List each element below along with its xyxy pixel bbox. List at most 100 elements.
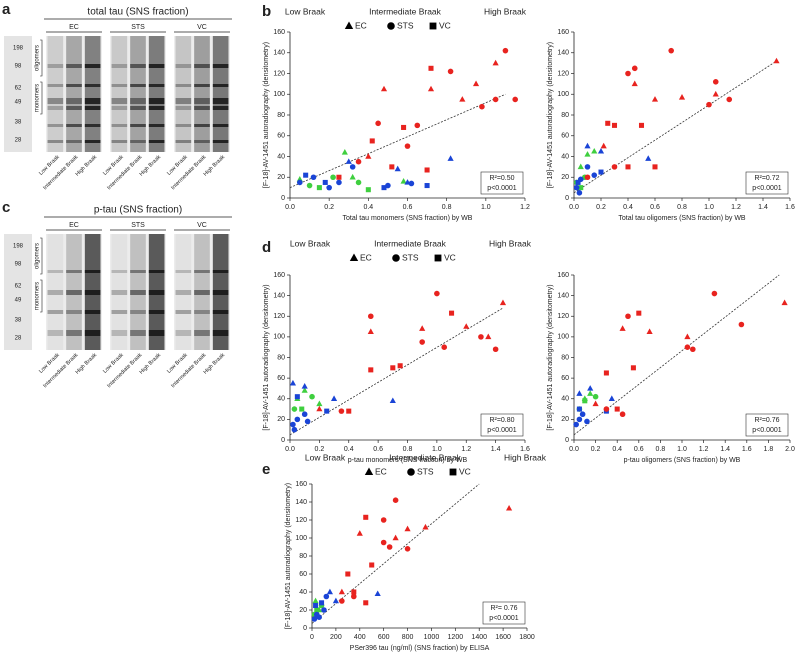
y-tick-label: 0 (281, 195, 285, 202)
annotation: R²=0.80 (489, 417, 514, 424)
marker-square (428, 65, 434, 71)
marker-triangle (404, 525, 411, 532)
band (130, 330, 146, 336)
marker-circle (306, 182, 313, 189)
y-tick-label: 60 (299, 571, 307, 578)
band (130, 290, 146, 295)
bracket (40, 237, 43, 313)
x-axis-title: Total tau monomers (SNS fraction) by WB (343, 215, 473, 222)
marker-circle (419, 339, 425, 345)
band (84, 290, 101, 295)
blot-title: p-tau (SNS fraction) (94, 205, 182, 216)
group-label: STS (131, 222, 145, 229)
lane (66, 36, 82, 152)
annotation: R²= 0.76 (490, 605, 517, 612)
band (148, 64, 165, 68)
band (84, 310, 101, 314)
marker-square (424, 167, 430, 173)
group-label: EC (69, 222, 79, 229)
mw-label: 38 (15, 120, 22, 126)
x-tick-label: 0.0 (569, 446, 579, 453)
marker-triangle (459, 96, 466, 102)
band (175, 140, 192, 143)
x-tick-label: 1800 (519, 634, 535, 641)
x-tick-label: 1.6 (785, 204, 795, 211)
band (130, 84, 146, 87)
marker-triangle (419, 325, 426, 331)
marker-square (294, 394, 300, 400)
y-tick-label: 100 (557, 91, 569, 98)
y-tick-label: 40 (561, 153, 569, 160)
x-tick-label: 1.2 (461, 446, 471, 453)
y-tick-label: 140 (557, 292, 569, 299)
marker-triangle (646, 328, 653, 334)
blot-title: total tau (SNS fraction) (87, 7, 188, 18)
legend-marker: VC (459, 466, 471, 476)
marker-circle (336, 179, 342, 186)
legend-group: Intermediate Braak (374, 238, 447, 248)
x-tick-label: 1.6 (742, 446, 752, 453)
legend-marker: EC (355, 20, 367, 30)
y-tick-label: 20 (561, 416, 569, 423)
band (47, 64, 64, 68)
marker-circle (294, 416, 301, 423)
x-tick-label: 1.0 (704, 204, 714, 211)
marker-triangle (400, 178, 407, 184)
marker-circle (576, 190, 583, 196)
legend-group: Intermediate Braak (369, 6, 442, 16)
band (130, 310, 146, 314)
x-tick-label: 0.0 (569, 204, 579, 211)
marker-circle (355, 179, 362, 186)
band (194, 140, 210, 143)
legend-marker: STS (397, 20, 414, 30)
marker-circle (330, 174, 336, 181)
band (212, 124, 229, 127)
marker-triangle (619, 325, 626, 331)
band (194, 124, 210, 127)
y-tick-label: 0 (303, 625, 307, 632)
marker-circle (573, 184, 580, 191)
legend-marker: EC (360, 252, 372, 262)
x-tick-label: 0.8 (677, 204, 687, 211)
x-tick-label: 1400 (471, 634, 487, 641)
mw-label: 62 (15, 284, 22, 290)
marker-triangle (472, 80, 480, 87)
marker-square (316, 185, 322, 191)
band (111, 106, 128, 110)
annotation: p<0.0001 (487, 185, 516, 192)
marker-circle (668, 47, 674, 54)
band (212, 290, 229, 295)
marker-triangle (316, 400, 323, 407)
x-tick-label: 0.2 (596, 204, 606, 211)
marker-circle (447, 68, 454, 75)
mw-label: 28 (15, 138, 22, 144)
marker-circle (712, 79, 719, 85)
marker-triangle (422, 523, 429, 530)
marker-circle (434, 290, 440, 297)
marker-circle (576, 416, 583, 423)
marker-circle (584, 174, 591, 181)
marker-circle (375, 120, 381, 127)
legend-marker: STS (402, 252, 419, 262)
x-tick-label: 0.4 (344, 446, 354, 453)
marker-triangle (427, 85, 435, 92)
x-tick-label: 1.0 (677, 446, 687, 453)
group-label: VC (197, 222, 207, 229)
y-tick-label: 160 (557, 29, 569, 36)
marker-circle (326, 184, 332, 191)
legend-marker: VC (444, 252, 456, 262)
mw-label: 38 (15, 318, 22, 324)
marker-square (434, 254, 442, 262)
marker-triangle (584, 151, 591, 157)
x-tick-label: 0.8 (656, 446, 666, 453)
marker-circle (380, 517, 387, 523)
marker-circle (310, 174, 317, 181)
marker-triangle (365, 153, 372, 159)
marker-triangle (492, 59, 499, 66)
legend-marker: VC (439, 20, 451, 30)
band (194, 98, 210, 104)
band (47, 290, 64, 295)
marker-circle (351, 593, 357, 600)
band (212, 84, 229, 87)
band (47, 310, 64, 314)
